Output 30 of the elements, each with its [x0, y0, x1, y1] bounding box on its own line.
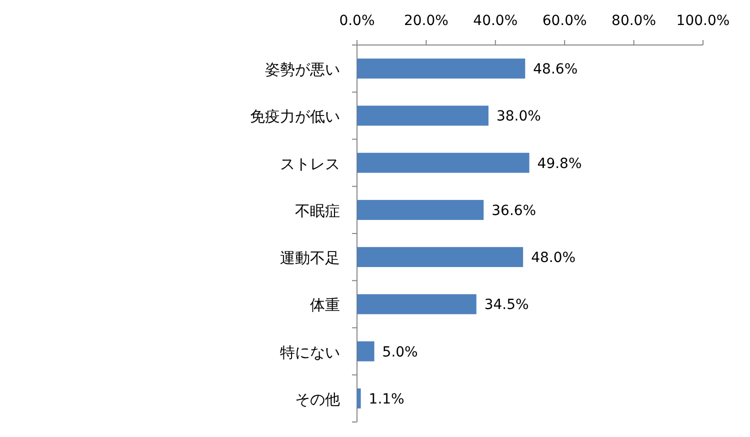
y-tick-label: 免疫力が低い: [250, 108, 340, 126]
data-label: 48.0%: [531, 250, 576, 266]
y-tick-label: 姿勢が悪い: [265, 60, 340, 79]
bar: [357, 58, 526, 79]
bar: [357, 106, 488, 126]
y-tick-label: ストレス: [280, 154, 340, 173]
y-tick-label: 特にない: [280, 343, 340, 362]
x-tick-label: 80.0%: [612, 13, 656, 29]
bar: [357, 294, 476, 314]
x-tick-label: 0.0%: [339, 13, 375, 29]
data-label: 36.6%: [492, 202, 536, 219]
x-tick-label: 40.0%: [473, 13, 518, 29]
x-tick-label: 100.0%: [676, 13, 730, 29]
data-label: 1.1%: [368, 391, 404, 408]
bar: [357, 341, 374, 362]
y-tick-label: 運動不足: [280, 249, 340, 268]
bar: [357, 388, 361, 408]
data-label: 48.6%: [533, 62, 578, 78]
y-tick-label: その他: [295, 390, 340, 408]
x-tick-label: 60.0%: [542, 13, 587, 29]
y-tick-label: 体重: [310, 296, 340, 314]
bar: [357, 247, 524, 268]
x-tick-label: 20.0%: [404, 13, 448, 29]
bar: [357, 200, 484, 220]
bar: [357, 152, 530, 173]
data-label: 5.0%: [382, 344, 418, 360]
data-label: 34.5%: [484, 297, 529, 314]
data-label: 38.0%: [496, 108, 541, 125]
y-tick-label: 不眠症: [295, 202, 340, 220]
data-label: 49.8%: [537, 156, 582, 172]
